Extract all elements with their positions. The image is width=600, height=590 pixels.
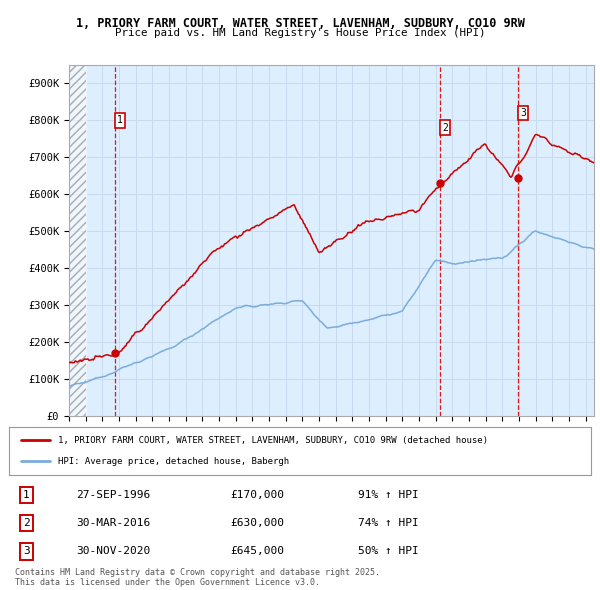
Text: 50% ↑ HPI: 50% ↑ HPI bbox=[358, 546, 419, 556]
Text: £630,000: £630,000 bbox=[230, 518, 284, 528]
Text: Contains HM Land Registry data © Crown copyright and database right 2025.
This d: Contains HM Land Registry data © Crown c… bbox=[15, 568, 380, 587]
Bar bbox=[69, 65, 86, 416]
Text: 27-SEP-1996: 27-SEP-1996 bbox=[76, 490, 150, 500]
Text: 3: 3 bbox=[23, 546, 30, 556]
Text: Price paid vs. HM Land Registry's House Price Index (HPI): Price paid vs. HM Land Registry's House … bbox=[115, 28, 485, 38]
Text: 1, PRIORY FARM COURT, WATER STREET, LAVENHAM, SUDBURY, CO10 9RW: 1, PRIORY FARM COURT, WATER STREET, LAVE… bbox=[76, 17, 524, 30]
Text: 2: 2 bbox=[23, 518, 30, 528]
Text: 2: 2 bbox=[442, 123, 448, 133]
Text: 30-MAR-2016: 30-MAR-2016 bbox=[76, 518, 150, 528]
Text: 1: 1 bbox=[117, 115, 123, 125]
Text: 30-NOV-2020: 30-NOV-2020 bbox=[76, 546, 150, 556]
Text: £170,000: £170,000 bbox=[230, 490, 284, 500]
Text: 1: 1 bbox=[23, 490, 30, 500]
Text: HPI: Average price, detached house, Babergh: HPI: Average price, detached house, Babe… bbox=[58, 457, 290, 466]
Text: 91% ↑ HPI: 91% ↑ HPI bbox=[358, 490, 419, 500]
Text: 3: 3 bbox=[520, 108, 526, 118]
Text: 1, PRIORY FARM COURT, WATER STREET, LAVENHAM, SUDBURY, CO10 9RW (detached house): 1, PRIORY FARM COURT, WATER STREET, LAVE… bbox=[58, 435, 488, 445]
Bar bbox=[69, 65, 86, 416]
Text: £645,000: £645,000 bbox=[230, 546, 284, 556]
Text: 74% ↑ HPI: 74% ↑ HPI bbox=[358, 518, 419, 528]
